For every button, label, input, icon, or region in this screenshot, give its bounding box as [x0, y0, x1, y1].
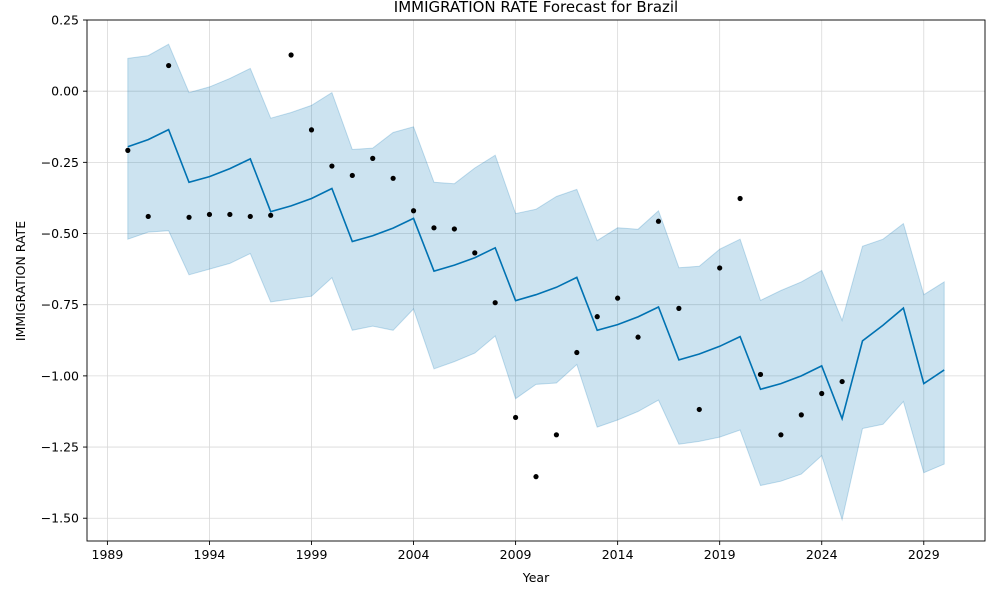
- observed-point: [492, 300, 498, 306]
- observed-point: [553, 432, 560, 438]
- y-axis-ticks: 0.25 0.00 −0.25 −0.50 −0.75 −1.00 −1.25 −1.50: [41, 13, 87, 526]
- x-axis-title: Year: [522, 570, 550, 585]
- observed-point: [655, 218, 662, 224]
- uncertainty-band-area: [127, 43, 945, 522]
- y-tick-label: −0.50: [41, 226, 79, 241]
- observed-point: [451, 226, 457, 232]
- observed-point: [186, 214, 192, 220]
- observed-point: [145, 213, 151, 220]
- chart-title: IMMIGRATION RATE Forecast for Brazil: [394, 0, 678, 16]
- observed-point: [206, 211, 213, 218]
- x-axis-ticks: 1989 1994 1999 2004 2009 2014 2019 2024 2029: [92, 541, 940, 562]
- observed-point: [839, 378, 845, 385]
- observed-point: [166, 62, 172, 69]
- x-tick-label: 2019: [704, 547, 736, 562]
- observed-point: [574, 349, 580, 356]
- observed-point: [615, 295, 621, 301]
- observed-point: [778, 432, 784, 438]
- observed-point: [329, 163, 335, 169]
- x-tick-label: 2029: [908, 547, 940, 562]
- observed-point: [798, 412, 804, 418]
- observed-point: [757, 371, 764, 378]
- y-tick-label: 0.25: [51, 13, 79, 28]
- observed-point: [512, 414, 519, 421]
- observed-points: [125, 52, 845, 480]
- x-tick-label: 2009: [500, 547, 532, 562]
- observed-point: [533, 474, 539, 480]
- x-tick-label: 1989: [92, 547, 124, 562]
- observed-point: [247, 213, 253, 220]
- observed-point: [431, 225, 437, 231]
- x-tick-label: 1999: [296, 547, 328, 562]
- y-tick-label: −0.25: [41, 155, 79, 170]
- observed-point: [676, 305, 682, 312]
- x-tick-label: 2024: [806, 547, 838, 562]
- y-tick-label: 0.00: [51, 84, 79, 99]
- forecast-line: [127, 128, 945, 422]
- observed-point: [410, 208, 417, 214]
- plot-frame: [86, 19, 986, 542]
- y-tick-label: −1.50: [41, 511, 79, 526]
- observed-point: [390, 175, 396, 181]
- x-tick-label: 2004: [398, 547, 430, 562]
- observed-point: [349, 172, 355, 179]
- observed-point: [819, 390, 825, 397]
- observed-point: [227, 211, 233, 218]
- y-tick-label: −1.25: [41, 440, 79, 455]
- observed-point: [288, 52, 294, 58]
- observed-point: [472, 250, 478, 256]
- observed-point: [125, 147, 131, 153]
- x-tick-label: 1994: [194, 547, 226, 562]
- uncertainty-band: [127, 43, 945, 522]
- observed-point: [594, 314, 600, 320]
- observed-point: [696, 406, 702, 413]
- observed-point: [268, 212, 274, 218]
- y-axis-title: IMMIGRATION RATE: [13, 221, 28, 341]
- observed-point: [308, 127, 315, 133]
- x-tick-label: 2014: [602, 547, 634, 562]
- forecast-line-group: [127, 128, 945, 422]
- observed-point: [737, 195, 743, 202]
- observed-point: [717, 265, 723, 271]
- y-tick-label: −0.75: [41, 297, 79, 312]
- y-tick-label: −1.00: [41, 368, 79, 383]
- observed-point: [635, 334, 641, 340]
- observed-point: [370, 155, 376, 161]
